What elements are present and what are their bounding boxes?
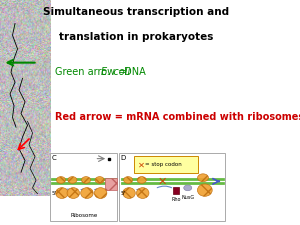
- Bar: [50, 153, 117, 220]
- Text: C: C: [51, 155, 56, 161]
- Ellipse shape: [56, 188, 68, 198]
- Bar: [119, 153, 225, 220]
- Text: = stop codon: = stop codon: [145, 162, 182, 167]
- FancyBboxPatch shape: [134, 156, 198, 173]
- Text: Simultaneous transcription and: Simultaneous transcription and: [44, 7, 230, 17]
- Ellipse shape: [68, 177, 77, 183]
- Ellipse shape: [137, 177, 146, 183]
- Ellipse shape: [124, 177, 133, 183]
- Text: NusG: NusG: [181, 195, 194, 200]
- Text: 5': 5': [121, 191, 126, 196]
- Bar: [173, 187, 179, 194]
- Text: Rho: Rho: [171, 197, 181, 202]
- Ellipse shape: [123, 188, 135, 198]
- Ellipse shape: [82, 177, 91, 183]
- Ellipse shape: [197, 184, 212, 196]
- Text: Red arrow = mRNA combined with ribosomes: Red arrow = mRNA combined with ribosomes: [55, 112, 300, 122]
- Ellipse shape: [197, 174, 208, 182]
- Text: Green arrow =: Green arrow =: [55, 67, 129, 77]
- Text: D: D: [121, 155, 126, 161]
- Text: 5': 5': [51, 191, 56, 196]
- Ellipse shape: [67, 188, 80, 198]
- Text: DNA: DNA: [121, 67, 146, 77]
- Text: translation in prokaryotes: translation in prokaryotes: [59, 32, 214, 41]
- Ellipse shape: [136, 188, 149, 198]
- Ellipse shape: [95, 177, 104, 183]
- Text: Ribosome: Ribosome: [70, 213, 97, 218]
- Text: ✕: ✕: [158, 177, 167, 187]
- Ellipse shape: [184, 185, 192, 191]
- Text: ✕: ✕: [138, 160, 145, 169]
- Ellipse shape: [56, 177, 65, 183]
- Text: E. coli: E. coli: [101, 67, 130, 77]
- Ellipse shape: [94, 188, 107, 198]
- Ellipse shape: [81, 188, 93, 198]
- Bar: [105, 178, 117, 190]
